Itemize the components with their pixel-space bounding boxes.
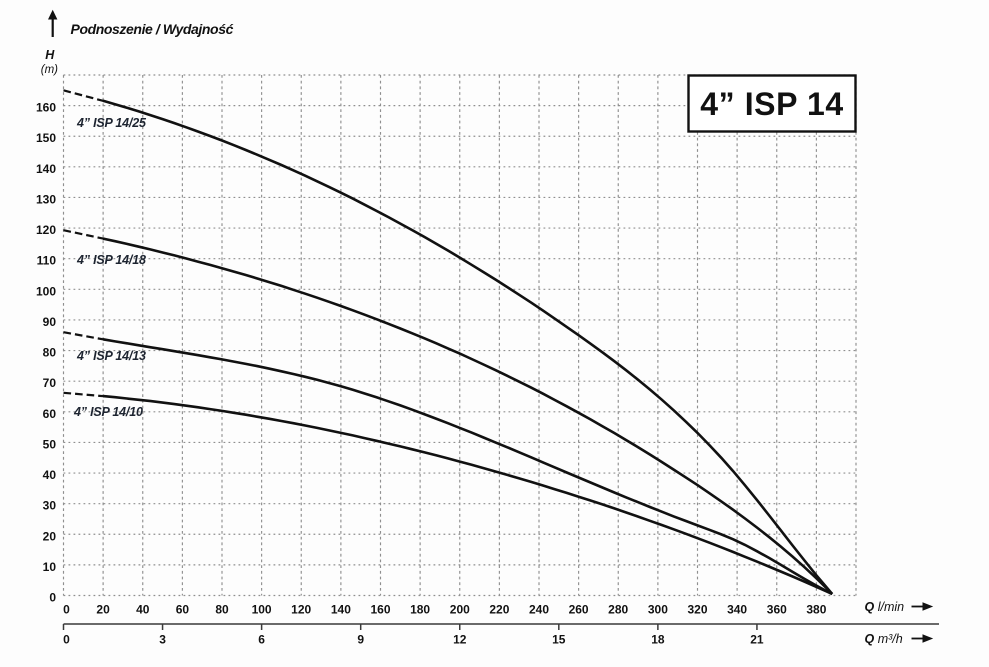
svg-text:(m): (m) xyxy=(41,64,58,76)
svg-text:6: 6 xyxy=(258,633,265,647)
svg-text:60: 60 xyxy=(43,407,57,421)
svg-text:360: 360 xyxy=(767,603,787,617)
svg-text:150: 150 xyxy=(36,131,56,145)
svg-text:4” ISP 14/18: 4” ISP 14/18 xyxy=(76,253,146,267)
svg-text:40: 40 xyxy=(136,603,150,617)
svg-text:21: 21 xyxy=(750,633,764,647)
svg-text:60: 60 xyxy=(176,603,190,617)
svg-text:320: 320 xyxy=(687,603,707,617)
svg-text:18: 18 xyxy=(651,633,665,647)
svg-text:240: 240 xyxy=(529,603,549,617)
svg-text:180: 180 xyxy=(410,603,430,617)
svg-text:10: 10 xyxy=(43,560,57,574)
svg-text:80: 80 xyxy=(215,603,229,617)
svg-text:80: 80 xyxy=(43,346,57,360)
svg-text:4” ISP 14/10: 4” ISP 14/10 xyxy=(73,405,143,419)
svg-text:20: 20 xyxy=(96,603,110,617)
svg-text:20: 20 xyxy=(43,529,57,543)
svg-text:3: 3 xyxy=(159,633,166,647)
svg-text:4” ISP 14/25: 4” ISP 14/25 xyxy=(76,116,147,130)
svg-text:100: 100 xyxy=(252,603,272,617)
svg-text:220: 220 xyxy=(489,603,509,617)
svg-text:Podnoszenie / Wydajność: Podnoszenie / Wydajność xyxy=(71,21,234,37)
svg-text:0: 0 xyxy=(63,633,70,647)
svg-text:90: 90 xyxy=(43,315,57,329)
svg-text:Q l/min: Q l/min xyxy=(865,600,905,614)
svg-text:30: 30 xyxy=(43,499,57,513)
svg-text:15: 15 xyxy=(552,633,566,647)
svg-text:120: 120 xyxy=(291,603,311,617)
svg-text:120: 120 xyxy=(36,223,56,237)
svg-text:70: 70 xyxy=(43,376,57,390)
svg-text:160: 160 xyxy=(36,101,56,115)
svg-text:130: 130 xyxy=(36,193,56,207)
svg-text:0: 0 xyxy=(63,603,70,617)
svg-text:Q m³/h: Q m³/h xyxy=(865,632,903,646)
svg-text:100: 100 xyxy=(36,284,56,298)
svg-text:40: 40 xyxy=(43,468,57,482)
svg-text:200: 200 xyxy=(450,603,470,617)
svg-text:50: 50 xyxy=(43,437,57,451)
svg-text:140: 140 xyxy=(36,162,56,176)
svg-text:12: 12 xyxy=(453,633,467,647)
svg-text:H: H xyxy=(45,48,55,62)
svg-text:160: 160 xyxy=(370,603,390,617)
svg-text:110: 110 xyxy=(37,254,57,268)
svg-text:4” ISP 14/13: 4” ISP 14/13 xyxy=(76,349,146,363)
svg-text:260: 260 xyxy=(569,603,589,617)
svg-text:4” ISP 14: 4” ISP 14 xyxy=(700,86,844,122)
svg-text:300: 300 xyxy=(648,603,668,617)
svg-text:0: 0 xyxy=(49,591,56,605)
svg-text:340: 340 xyxy=(727,603,747,617)
svg-text:280: 280 xyxy=(608,603,628,617)
svg-text:9: 9 xyxy=(357,633,364,647)
svg-text:380: 380 xyxy=(806,603,826,617)
svg-text:140: 140 xyxy=(331,603,351,617)
